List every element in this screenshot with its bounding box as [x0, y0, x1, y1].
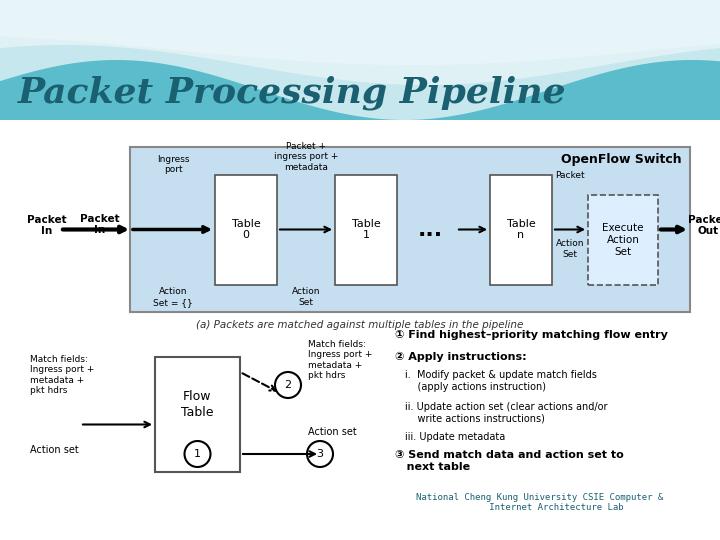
Text: Ingress
port: Ingress port: [157, 155, 189, 174]
Text: ② Apply instructions:: ② Apply instructions:: [395, 352, 526, 362]
Text: Match fields:
Ingress port +
metadata +
pkt hdrs: Match fields: Ingress port + metadata + …: [30, 355, 94, 395]
Text: Table
n: Table n: [507, 219, 536, 240]
Text: 2: 2: [284, 380, 292, 390]
Circle shape: [184, 441, 210, 467]
Text: Packet
In: Packet In: [27, 215, 67, 237]
Text: Table
1: Table 1: [351, 219, 380, 240]
Text: Packet Processing Pipeline: Packet Processing Pipeline: [18, 76, 567, 110]
Text: Action set: Action set: [308, 427, 356, 437]
Text: Table
0: Table 0: [232, 219, 261, 240]
Text: ii. Update action set (clear actions and/or
    write actions instructions): ii. Update action set (clear actions and…: [405, 402, 608, 423]
Circle shape: [275, 372, 301, 398]
Text: Packet
In: Packet In: [80, 214, 120, 235]
Text: Action
Set: Action Set: [556, 240, 584, 259]
Text: Execute
Action
Set: Execute Action Set: [602, 224, 644, 256]
Bar: [490, 174, 552, 285]
Text: Action
Set = {}: Action Set = {}: [153, 287, 193, 307]
Bar: [0, 0, 720, 120]
Text: Flow
Table: Flow Table: [181, 390, 214, 418]
Text: ...: ...: [418, 219, 443, 240]
Text: iii. Update metadata: iii. Update metadata: [405, 432, 505, 442]
Text: ③ Send match data and action set to
   next table: ③ Send match data and action set to next…: [395, 450, 624, 471]
Text: (a) Packets are matched against multiple tables in the pipeline: (a) Packets are matched against multiple…: [197, 320, 523, 330]
Polygon shape: [0, 0, 720, 85]
Text: Packet: Packet: [555, 171, 585, 179]
Polygon shape: [0, 0, 720, 65]
Bar: [130, 147, 690, 312]
Text: ① Find highest–priority matching flow entry: ① Find highest–priority matching flow en…: [395, 330, 668, 340]
Bar: [155, 357, 240, 472]
Text: i.  Modify packet & update match fields
    (apply actions instruction): i. Modify packet & update match fields (…: [405, 370, 597, 392]
Text: Action
Set: Action Set: [292, 287, 320, 307]
Text: Match fields:
Ingress port +
metadata +
pkt hdrs: Match fields: Ingress port + metadata + …: [308, 340, 372, 380]
Text: Packet
Out: Packet Out: [688, 215, 720, 237]
Bar: [215, 174, 277, 285]
Bar: [335, 174, 397, 285]
Text: OpenFlow Switch: OpenFlow Switch: [562, 153, 682, 166]
Text: 3: 3: [317, 449, 323, 459]
Polygon shape: [0, 0, 720, 120]
Text: National Cheng Kung University CSIE Computer &
      Internet Architecture Lab: National Cheng Kung University CSIE Comp…: [416, 492, 664, 512]
Text: Packet +
ingress port +
metadata: Packet + ingress port + metadata: [274, 141, 338, 172]
Bar: [588, 195, 658, 285]
Text: 1: 1: [194, 449, 201, 459]
Text: Action set: Action set: [30, 445, 78, 455]
Circle shape: [307, 441, 333, 467]
